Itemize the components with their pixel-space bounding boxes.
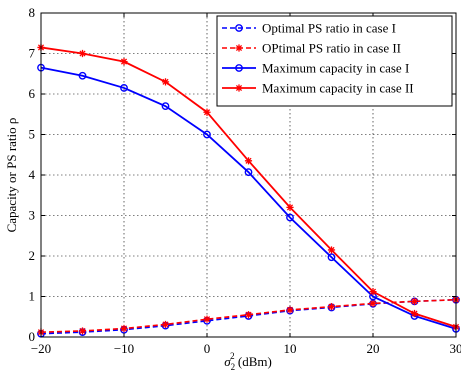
x-axis-label-sup: 2 [230,351,235,361]
data-point [78,71,87,80]
data-point [203,315,211,323]
legend: Optimal PS ratio in case I OPtimal PS rat… [216,15,453,107]
x-axis-label-symbol: σ [224,354,231,369]
legend-marker [235,64,243,72]
y-tick-label: 3 [29,208,36,223]
data-point [244,168,253,177]
y-tick-label: 7 [29,46,36,61]
x-tick-label: 0 [204,341,211,356]
data-point [369,299,377,307]
legend-item: OPtimal PS ratio in case II [222,41,401,56]
x-tick-label: 10 [284,341,297,356]
data-point [120,324,128,333]
legend-label: Maximum capacity in case II [262,81,414,96]
data-point [161,102,170,111]
legend-marker [235,44,243,52]
data-point [286,213,294,222]
data-point [203,130,211,139]
data-point [410,309,419,318]
legend-item: Optimal PS ratio in case I [222,21,396,36]
y-axis-label: Capacity or PS ratio ρ [4,118,19,233]
data-point [327,303,336,311]
y-tick-label: 6 [29,86,36,101]
y-tick-label: 1 [29,289,36,304]
legend-item: Maximum capacity in case I [222,61,409,76]
legend-marker [235,24,243,32]
axis-ticks: −20 −10 0 10 20 30 0 1 2 3 4 5 6 7 8 [29,5,461,356]
x-tick-label: 30 [450,341,461,356]
data-point [410,297,419,305]
x-axis-label-unit: (dBm) [235,354,272,369]
data-point [120,84,128,92]
series-4 [37,43,460,331]
legend-box [216,15,453,107]
x-tick-label: −20 [31,341,51,356]
legend-items: Optimal PS ratio in case I OPtimal PS rat… [222,21,414,96]
data-point [327,246,336,254]
data-point [327,253,336,262]
legend-label: Maximum capacity in case I [262,61,409,76]
grid [41,13,456,337]
x-axis-label: σ22 (dBm) [224,351,272,372]
data-point [244,311,253,319]
data-point [369,288,377,296]
data-point [286,203,294,211]
series-line [40,66,457,330]
data-point [78,327,87,335]
y-tick-label: 0 [29,329,36,344]
legend-marker [235,84,243,92]
data-point [120,58,128,66]
y-tick-label: 2 [29,248,36,263]
legend-item: Maximum capacity in case II [222,81,414,96]
data-point [78,49,87,58]
series-group [37,43,460,338]
data-point [203,108,211,116]
data-point [244,157,253,165]
x-axis-label-sub: 2 [231,362,236,372]
y-tick-label: 5 [29,127,36,142]
y-tick-label: 8 [29,5,36,20]
legend-label: Optimal PS ratio in case I [262,21,396,36]
y-tick-label: 4 [29,167,36,182]
data-point [161,320,170,329]
data-point [161,78,170,86]
x-tick-label: 20 [367,341,380,356]
legend-label: OPtimal PS ratio in case II [262,41,401,56]
x-tick-label: −10 [114,341,134,356]
data-point [286,306,294,314]
